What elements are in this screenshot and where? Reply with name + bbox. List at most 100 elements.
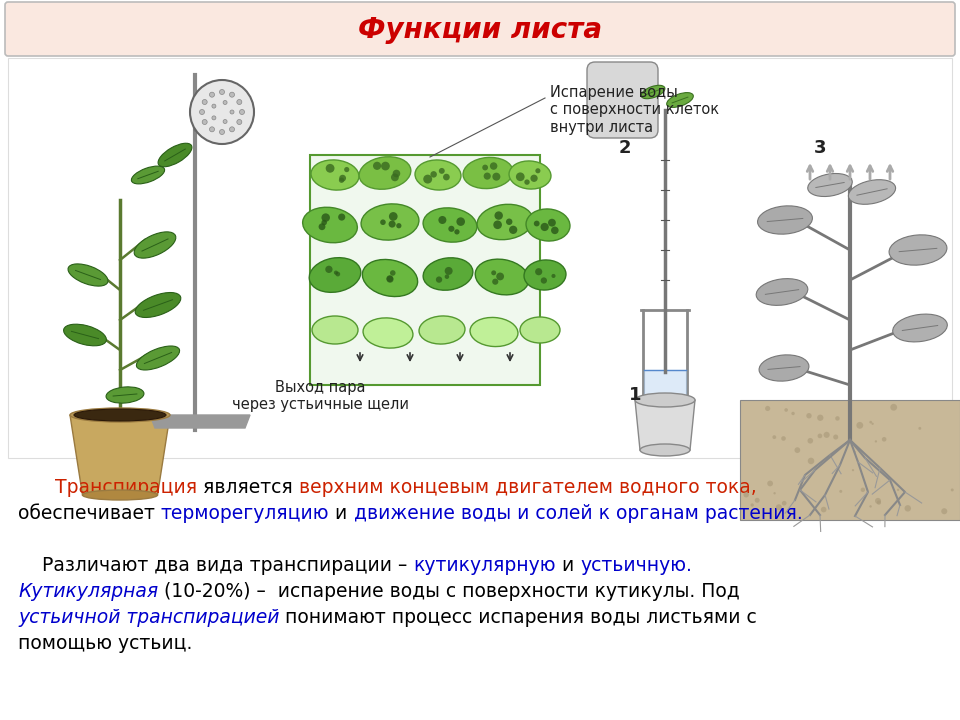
Circle shape xyxy=(531,180,536,186)
Text: 3: 3 xyxy=(814,139,827,157)
Circle shape xyxy=(212,116,216,120)
Circle shape xyxy=(492,277,499,285)
Circle shape xyxy=(807,438,813,444)
Circle shape xyxy=(791,412,795,415)
Circle shape xyxy=(839,490,842,493)
Circle shape xyxy=(209,127,214,132)
Circle shape xyxy=(872,423,874,425)
Ellipse shape xyxy=(520,317,560,343)
Circle shape xyxy=(212,104,216,108)
Circle shape xyxy=(377,168,383,174)
Circle shape xyxy=(321,230,325,235)
Circle shape xyxy=(435,222,443,230)
Ellipse shape xyxy=(309,258,361,292)
Circle shape xyxy=(781,436,786,441)
Circle shape xyxy=(821,507,827,513)
Circle shape xyxy=(512,224,518,231)
Circle shape xyxy=(229,92,234,97)
Ellipse shape xyxy=(463,158,513,189)
Ellipse shape xyxy=(134,232,176,258)
Text: Транспирация: Транспирация xyxy=(55,478,197,497)
Circle shape xyxy=(321,174,328,181)
Circle shape xyxy=(424,174,433,182)
Ellipse shape xyxy=(312,316,358,344)
Ellipse shape xyxy=(363,318,413,348)
Circle shape xyxy=(882,437,886,441)
Circle shape xyxy=(434,174,441,181)
Circle shape xyxy=(516,169,524,177)
Circle shape xyxy=(220,89,225,94)
Circle shape xyxy=(229,127,234,132)
Circle shape xyxy=(773,435,777,439)
Ellipse shape xyxy=(807,174,852,197)
Text: обеспечивает: обеспечивает xyxy=(18,504,161,523)
Circle shape xyxy=(511,215,516,222)
Ellipse shape xyxy=(526,209,570,241)
FancyBboxPatch shape xyxy=(5,2,955,56)
Ellipse shape xyxy=(70,408,170,422)
Circle shape xyxy=(541,217,550,226)
Text: устьичной транспирацией: устьичной транспирацией xyxy=(18,608,279,627)
Text: (10-20%) –  испарение воды с поверхности кутикулы. Под: (10-20%) – испарение воды с поверхности … xyxy=(158,582,740,601)
Polygon shape xyxy=(150,415,250,428)
Ellipse shape xyxy=(83,490,157,500)
Circle shape xyxy=(200,109,204,114)
Text: верхним концевым двигателем водного тока,: верхним концевым двигателем водного тока… xyxy=(299,478,756,497)
Ellipse shape xyxy=(158,143,192,167)
Text: помощью устьиц.: помощью устьиц. xyxy=(18,634,192,653)
Ellipse shape xyxy=(509,161,551,189)
Ellipse shape xyxy=(68,264,108,286)
Circle shape xyxy=(784,408,788,412)
Circle shape xyxy=(781,501,786,505)
Text: устьичную.: устьичную. xyxy=(580,556,692,575)
Circle shape xyxy=(376,213,384,220)
Text: понимают процесс испарения воды листьями с: понимают процесс испарения воды листьями… xyxy=(279,608,757,627)
Circle shape xyxy=(860,487,865,492)
Text: Функции листа: Функции листа xyxy=(358,16,602,44)
Text: Выход пара
через устьичные щели: Выход пара через устьичные щели xyxy=(231,380,409,413)
Circle shape xyxy=(795,447,801,453)
Text: Испарение воды
с поверхности клеток
внутри листа: Испарение воды с поверхности клеток внут… xyxy=(550,85,719,135)
Circle shape xyxy=(380,274,385,279)
Circle shape xyxy=(379,272,385,277)
Ellipse shape xyxy=(362,259,418,297)
Ellipse shape xyxy=(889,235,947,265)
Ellipse shape xyxy=(757,206,812,234)
Circle shape xyxy=(490,166,495,171)
Circle shape xyxy=(774,492,776,495)
Circle shape xyxy=(824,432,829,438)
Ellipse shape xyxy=(470,318,518,346)
Circle shape xyxy=(426,171,431,176)
Circle shape xyxy=(454,229,461,236)
Ellipse shape xyxy=(477,204,533,240)
Circle shape xyxy=(870,420,872,423)
Circle shape xyxy=(743,492,749,498)
Ellipse shape xyxy=(423,258,473,290)
Circle shape xyxy=(507,281,515,289)
Text: Кутикулярная: Кутикулярная xyxy=(18,582,158,601)
Circle shape xyxy=(919,427,922,430)
Circle shape xyxy=(950,488,953,492)
Ellipse shape xyxy=(849,180,896,204)
Ellipse shape xyxy=(132,166,164,184)
Text: и: и xyxy=(329,504,353,523)
Ellipse shape xyxy=(302,207,357,243)
Circle shape xyxy=(545,222,552,228)
Circle shape xyxy=(339,274,346,280)
Circle shape xyxy=(448,277,454,283)
Circle shape xyxy=(527,176,536,184)
Circle shape xyxy=(767,480,773,486)
Circle shape xyxy=(190,80,254,144)
Circle shape xyxy=(223,120,228,124)
Circle shape xyxy=(904,505,911,512)
Circle shape xyxy=(237,120,242,125)
Circle shape xyxy=(856,422,863,428)
Circle shape xyxy=(391,274,398,282)
Circle shape xyxy=(209,92,214,97)
Circle shape xyxy=(333,174,340,181)
Ellipse shape xyxy=(475,259,529,295)
Circle shape xyxy=(551,273,558,279)
Circle shape xyxy=(536,166,543,174)
Circle shape xyxy=(316,217,322,222)
Circle shape xyxy=(223,101,228,104)
